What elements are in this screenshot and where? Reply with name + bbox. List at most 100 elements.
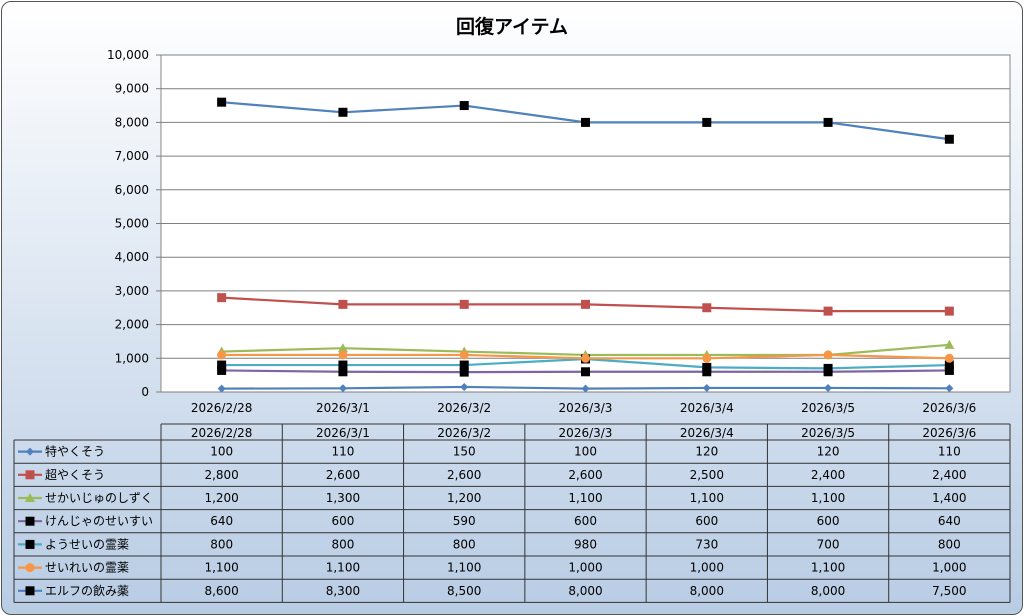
legend-key-marker: [25, 516, 35, 526]
data-point: [460, 382, 469, 391]
table-cell: 1,100: [326, 561, 360, 575]
data-point: [338, 299, 348, 309]
table-header-cell: 2026/3/4: [680, 426, 734, 440]
x-tick-label: 2026/3/2: [437, 401, 491, 415]
y-tick-label: 6,000: [115, 183, 149, 197]
table-cell: 7,500: [932, 584, 966, 598]
table-series-name: エルフの飲み薬: [45, 583, 129, 598]
table-header-cell: 2026/3/6: [922, 426, 976, 440]
table-cell: 1,400: [932, 491, 966, 505]
legend-key-marker: [25, 493, 35, 502]
table-cell: 8,300: [326, 584, 360, 598]
legend-key-marker: [25, 563, 35, 573]
data-point: [217, 360, 227, 370]
table-cell: 1,300: [326, 491, 360, 505]
data-point: [823, 117, 833, 127]
data-point: [702, 383, 711, 392]
table-cell: 1,000: [690, 561, 724, 575]
table-cell: 980: [574, 537, 597, 551]
data-point: [944, 306, 954, 316]
table-cell: 600: [695, 514, 718, 528]
data-point: [217, 293, 227, 303]
data-point: [459, 101, 469, 111]
table-series-name: けんじゃのせいすい: [45, 514, 153, 528]
table-cell: 640: [210, 514, 233, 528]
legend-key-marker: [25, 539, 35, 549]
x-tick-label: 2026/3/6: [922, 401, 976, 415]
data-point: [944, 353, 954, 363]
table-series-name: せいれいの霊薬: [45, 561, 129, 575]
series-7: [217, 97, 954, 144]
y-tick-label: 2,000: [115, 318, 149, 332]
table-cell: 2,500: [690, 468, 724, 482]
table-cell: 600: [331, 514, 354, 528]
data-point: [824, 383, 833, 392]
data-point: [944, 360, 954, 370]
y-tick-label: 10,000: [107, 48, 149, 62]
table-cell: 1,000: [932, 561, 966, 575]
table-cell: 8,000: [811, 584, 845, 598]
table-cell: 1,200: [447, 491, 481, 505]
x-tick-label: 2026/3/3: [559, 401, 613, 415]
table-series-name: ようせいの霊薬: [45, 537, 129, 551]
table-cell: 100: [210, 445, 233, 459]
data-point: [945, 384, 954, 393]
table-header-cell: 2026/3/2: [437, 426, 491, 440]
data-point: [338, 360, 348, 370]
x-tick-label: 2026/2/28: [191, 401, 253, 415]
table-cell: 800: [331, 537, 354, 551]
y-tick-label: 4,000: [115, 250, 149, 264]
data-point: [702, 117, 712, 127]
data-point: [459, 299, 469, 309]
series-1: [217, 382, 954, 393]
table-cell: 1,100: [568, 491, 602, 505]
data-point: [217, 97, 227, 107]
data-point: [581, 353, 590, 363]
data-point: [944, 134, 954, 144]
table-cell: 2,800: [204, 468, 238, 482]
table-header-cell: 2026/2/28: [191, 426, 253, 440]
series-6: [217, 350, 954, 363]
y-tick-label: 7,000: [115, 149, 149, 163]
table-cell: 600: [574, 514, 597, 528]
data-point: [338, 367, 348, 377]
data-point: [581, 367, 590, 377]
table-cell: 1,100: [447, 561, 481, 575]
table-cell: 800: [453, 537, 476, 551]
table-cell: 1,000: [568, 561, 602, 575]
data-table: 2026/2/28 2026/3/1 2026/3/2 2026/3/3 2026/3/…: [13, 423, 1011, 603]
table-cell: 1,100: [690, 491, 724, 505]
table-cell: 590: [453, 514, 476, 528]
data-point: [581, 117, 590, 127]
data-point: [581, 384, 590, 393]
x-tick-label: 2026/3/4: [680, 401, 734, 415]
data-point: [944, 339, 955, 349]
table-cell: 1,100: [811, 561, 845, 575]
table-series-name: 特やくそう: [45, 444, 105, 459]
data-point: [702, 353, 712, 363]
table-cell: 110: [938, 445, 961, 459]
data-point: [823, 350, 833, 360]
legend-key-marker: [25, 586, 35, 596]
data-point: [702, 362, 712, 372]
table-cell: 100: [574, 445, 597, 459]
table-series-name: せかいじゅのしずく: [45, 491, 153, 505]
data-point: [944, 365, 954, 375]
data-point: [823, 363, 833, 373]
data-point: [581, 299, 590, 309]
data-point: [217, 365, 227, 375]
table-cell: 2,600: [326, 468, 360, 482]
table-cell: 1,200: [204, 491, 238, 505]
table-cell: 1,100: [204, 561, 238, 575]
data-point: [337, 343, 348, 353]
table-cell: 800: [938, 537, 961, 551]
data-point: [459, 360, 469, 370]
data-point: [459, 367, 469, 377]
y-tick-label: 8,000: [115, 115, 149, 129]
table-cell: 2,400: [932, 468, 966, 482]
table-header-cell: 2026/3/3: [559, 426, 613, 440]
y-tick-label: 5,000: [115, 217, 149, 231]
legend-key-marker: [26, 447, 34, 456]
table-cell: 2,400: [811, 468, 845, 482]
